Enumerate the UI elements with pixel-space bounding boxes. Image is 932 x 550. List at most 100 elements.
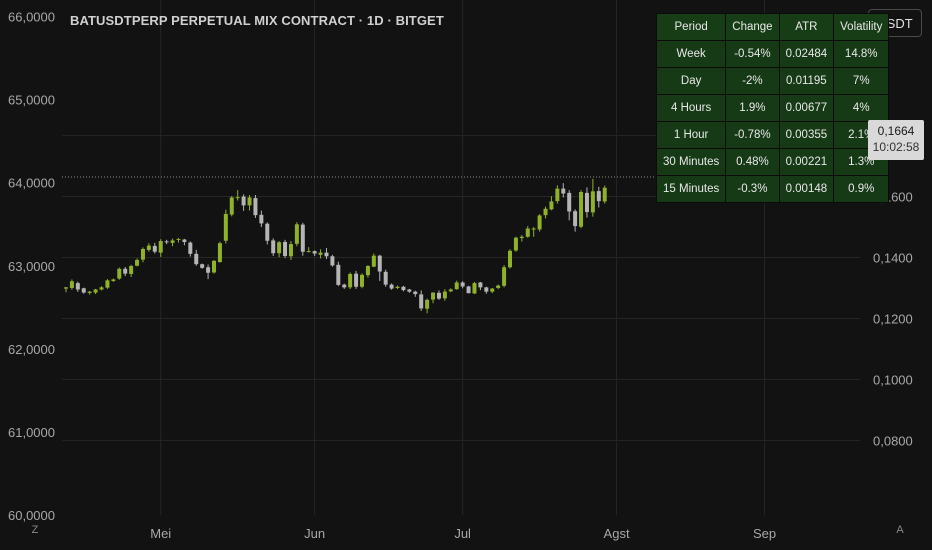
candle-body — [200, 264, 205, 268]
candle — [318, 249, 323, 259]
candle — [419, 290, 424, 311]
stats-header-cell: Period — [655, 13, 727, 41]
candle-body — [431, 292, 436, 300]
candle-body — [395, 286, 400, 288]
candle — [312, 250, 317, 256]
candle — [460, 281, 465, 289]
candle-body — [490, 288, 495, 292]
candle — [212, 259, 216, 274]
candle — [395, 285, 400, 290]
candle-body — [75, 283, 80, 290]
left-axis-tick-label: 63,0000 — [8, 259, 55, 274]
candle-body — [64, 287, 68, 289]
left-axis-tick-label: 61,0000 — [8, 425, 55, 440]
candle-body — [306, 251, 311, 253]
candle — [324, 248, 329, 260]
candle — [561, 183, 566, 198]
candle-body — [531, 228, 536, 230]
candle — [87, 291, 92, 295]
candle-countdown: 10:02:58 — [872, 140, 920, 154]
left-axis-tick-label: 65,0000 — [8, 93, 55, 108]
x-axis-tick-label: Agst — [604, 526, 630, 541]
candle-body — [241, 196, 246, 206]
candle-body — [573, 211, 578, 227]
stats-cell: 4 Hours — [655, 94, 727, 122]
right-axis-tick-label: 0,0800 — [873, 433, 913, 448]
left-axis-tick-label: 62,0000 — [8, 342, 55, 357]
candle — [502, 265, 507, 288]
chart-title: BATUSDTPERP PERPETUAL MIX CONTRACT · 1D … — [70, 13, 444, 28]
candle — [330, 254, 335, 267]
candle — [188, 241, 193, 257]
candle-body — [217, 243, 222, 263]
candle — [81, 287, 86, 294]
candle-body — [407, 289, 412, 292]
candle-body — [525, 228, 530, 237]
candle — [555, 185, 560, 204]
candle — [389, 283, 394, 290]
stats-row: 1 Hour -0.78% 0.00355 2.1% — [655, 121, 890, 149]
candle-body — [336, 264, 341, 285]
candle — [170, 238, 175, 247]
candle-body — [312, 251, 317, 254]
candle-body — [140, 248, 145, 260]
zoom-reset-button[interactable]: Z — [31, 524, 39, 536]
candle — [69, 279, 74, 290]
candle — [135, 258, 140, 267]
candle — [123, 266, 128, 277]
candle — [371, 253, 376, 268]
candle — [531, 227, 536, 237]
candle — [490, 287, 495, 294]
candle-body — [123, 268, 128, 274]
candle-body — [478, 282, 483, 288]
stats-cell: -0.78% — [725, 121, 780, 149]
stats-header-cell: Volatility — [833, 13, 890, 41]
stats-header-cell: Change — [725, 13, 780, 41]
candle-body — [555, 188, 560, 202]
candle — [217, 241, 222, 263]
candle-body — [519, 236, 524, 238]
candle — [472, 281, 477, 295]
x-axis-tick-label: Sep — [753, 526, 776, 541]
candle — [99, 286, 104, 291]
candle — [259, 210, 264, 228]
candle — [111, 278, 116, 282]
right-axis-tick-label: 0,1000 — [873, 372, 913, 387]
candle — [336, 261, 341, 287]
candle — [508, 249, 512, 269]
x-axis-tick-label: Jun — [304, 526, 325, 541]
candle — [543, 206, 548, 219]
stats-cell: 1 Hour — [655, 121, 727, 149]
candle — [360, 273, 364, 289]
candle-body — [81, 288, 86, 293]
candle-body — [69, 281, 74, 288]
stats-cell: 0.48% — [725, 148, 780, 176]
candle — [105, 279, 110, 289]
candle-body — [584, 192, 589, 213]
candle-body — [294, 224, 299, 244]
auto-scale-button[interactable]: A — [896, 524, 904, 536]
candle — [158, 239, 163, 257]
candle — [146, 243, 151, 252]
candle-body — [401, 286, 406, 291]
candle — [265, 222, 270, 245]
candle — [194, 249, 199, 266]
candle — [567, 190, 572, 221]
candle-body — [567, 192, 572, 212]
candle-body — [502, 267, 507, 286]
stats-cell: 0.00221 — [778, 148, 835, 176]
candle-body — [602, 187, 607, 202]
stats-cell: 0.9% — [833, 175, 890, 203]
stats-cell: 0.01195 — [778, 67, 835, 95]
candle — [235, 190, 240, 201]
candle-body — [300, 224, 305, 252]
stats-cell: 7% — [833, 67, 890, 95]
candle-body — [365, 266, 370, 276]
candle-body — [271, 240, 276, 254]
candle — [549, 196, 554, 211]
candle-body — [496, 285, 501, 288]
candle-body — [561, 188, 566, 194]
candle — [64, 287, 68, 293]
candle-body — [283, 241, 288, 256]
candle-body — [135, 259, 140, 266]
